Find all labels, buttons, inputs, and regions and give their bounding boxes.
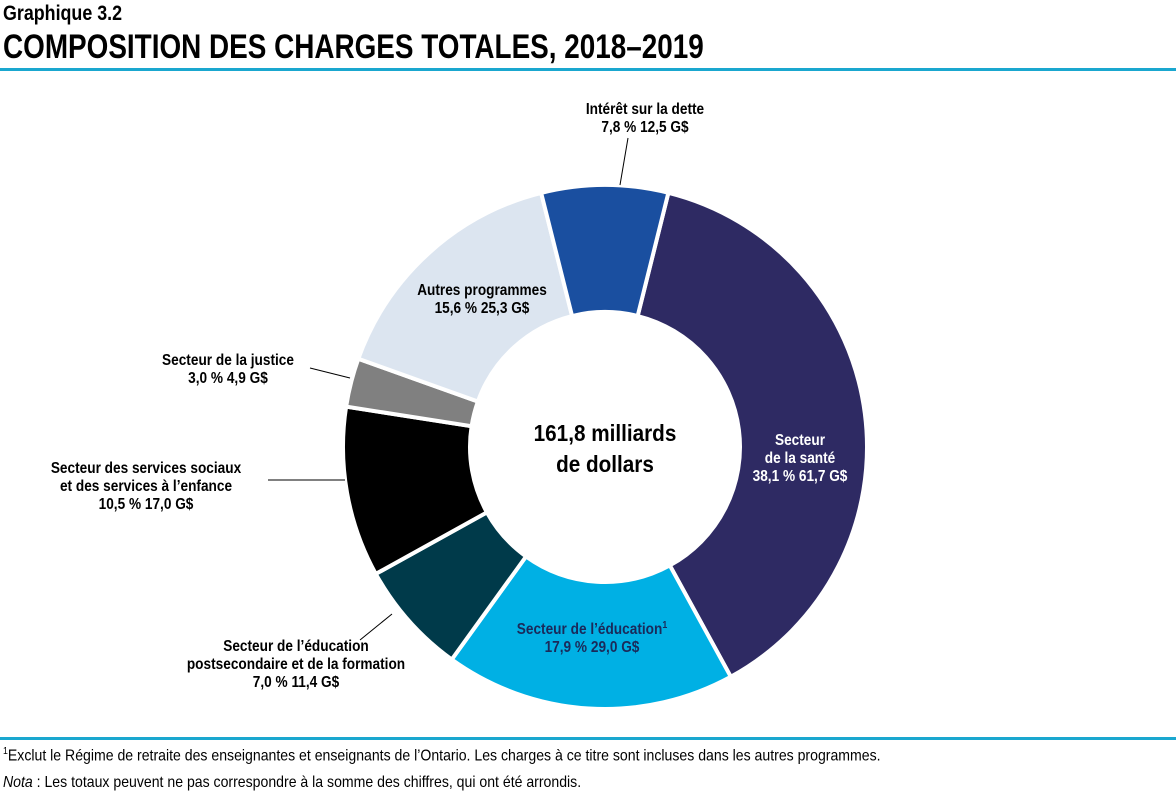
slice-1 — [448, 553, 734, 711]
label-name: Secteur des services sociaux — [50, 460, 242, 477]
nota-text: : Les totaux peuvent ne pas correspondre… — [32, 774, 582, 791]
label-postsec: Secteur de l’éducation postsecondaire et… — [187, 638, 405, 692]
leader-line — [309, 367, 351, 379]
label-name: Autres programmes — [417, 282, 547, 299]
label-justice: Secteur de la justice 3,0 % 4,9 G$ — [162, 352, 294, 388]
leader-line — [359, 613, 393, 641]
label-name: Intérêt sur la dette — [585, 101, 705, 118]
footnote-1: 1Exclut le Régime de retraite des enseig… — [3, 746, 881, 765]
footnote-rule — [0, 737, 1176, 740]
label-value: 3,0 % 4,9 G$ — [188, 370, 268, 387]
label-value: 7,0 % 11,4 G$ — [252, 674, 340, 691]
nota-label: Nota — [3, 774, 33, 791]
footnote-text: Exclut le Régime de retraite des enseign… — [7, 747, 881, 765]
label-value: 17,9 % 29,0 G$ — [544, 639, 640, 657]
slice-5 — [355, 190, 575, 405]
slice-6 — [538, 183, 671, 319]
label-value: 38,1 % 61,7 G$ — [752, 468, 848, 485]
center-label-line: 161,8 milliards — [533, 420, 677, 446]
footnote-nota: Nota : Les totaux peuvent ne pas corresp… — [3, 774, 581, 792]
label-education: Secteur de l’éducation1 17,9 % 29,0 G$ — [517, 617, 667, 657]
label-social: Secteur des services sociaux et des serv… — [51, 460, 241, 514]
label-name: Secteur — [774, 432, 826, 449]
label-autres: Autres programmes 15,6 % 25,3 G$ — [417, 282, 547, 318]
label-name: et des services à l’enfance — [59, 478, 233, 495]
footnote-marker: 1 — [662, 620, 668, 631]
label-name: Secteur de l’éducation — [223, 638, 369, 655]
label-name: postsecondaire et de la formation — [186, 656, 406, 673]
footnote-marker: 1 — [3, 746, 8, 757]
title-rule — [0, 68, 1176, 71]
chart-title: COMPOSITION DES CHARGES TOTALES, 2018–20… — [3, 28, 704, 66]
label-sante: Secteur de la santé 38,1 % 61,7 G$ — [753, 432, 848, 486]
label-name: Secteur de l’éducation — [516, 621, 663, 639]
label-value: 15,6 % 25,3 G$ — [434, 300, 530, 317]
slice-0 — [635, 190, 869, 680]
label-value: 7,8 % 12,5 G$ — [601, 119, 689, 136]
chart-subtitle: Graphique 3.2 — [3, 2, 123, 25]
leader-line — [619, 137, 629, 186]
label-name: Secteur de la justice — [162, 352, 294, 369]
center-label: 161,8 milliards de dollars — [534, 418, 677, 480]
label-value: 10,5 % 17,0 G$ — [98, 496, 194, 513]
label-name: de la santé — [764, 450, 836, 467]
center-label-line: de dollars — [556, 451, 654, 477]
label-interet: Intérêt sur la dette 7,8 % 12,5 G$ — [586, 101, 704, 137]
